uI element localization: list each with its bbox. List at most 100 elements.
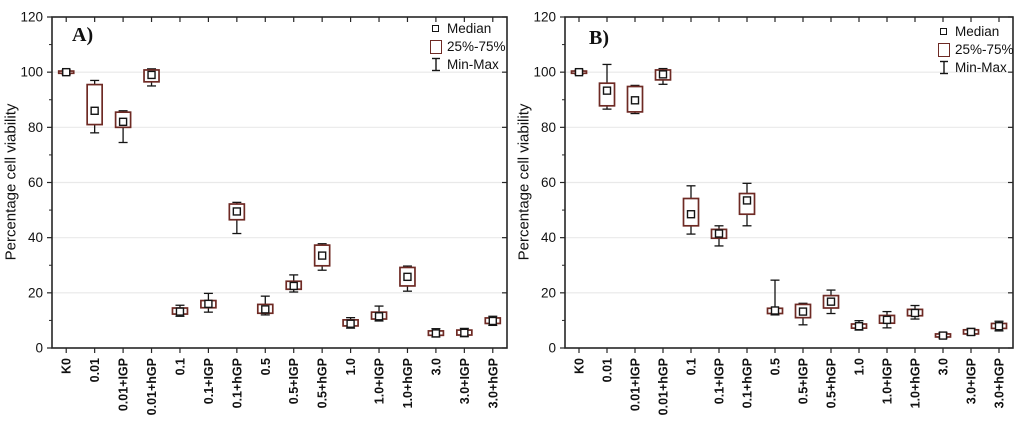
median-marker — [460, 328, 469, 338]
box-group — [934, 331, 952, 340]
box-group — [654, 67, 672, 85]
x-category-label: 0.1 — [173, 358, 187, 375]
legend-item-median: Median — [936, 24, 1014, 39]
median-marker — [994, 322, 1004, 331]
box-group — [342, 317, 359, 329]
box-group — [399, 265, 416, 292]
box-group — [57, 67, 75, 77]
x-category-label: 0.1+IGP — [202, 358, 216, 404]
box-group — [114, 110, 132, 144]
y-tick-label: 20 — [28, 285, 43, 300]
min-max-whisker-icon — [936, 60, 951, 75]
box-group — [143, 68, 160, 87]
legend-item-minmax: Min-Max — [428, 57, 506, 72]
x-category-label: 3.0 — [937, 358, 951, 375]
y-tick-label: 40 — [541, 230, 556, 245]
median-marker — [175, 307, 185, 316]
median-marker — [714, 229, 724, 238]
box-group — [370, 305, 388, 322]
box-group — [906, 304, 924, 320]
x-category-label: 0.1+hGP — [230, 358, 244, 408]
x-category-label: 1.0+IGP — [881, 358, 895, 404]
x-category-label: 0.5+IGP — [797, 358, 811, 404]
legend-a: Median 25%-75% Min-Max — [428, 21, 506, 72]
legend-label: 25%-75% — [955, 42, 1014, 57]
x-category-label: 0.01 — [601, 358, 615, 382]
median-marker — [204, 299, 213, 309]
legend-label: Min-Max — [447, 57, 499, 72]
x-category-label: 1.0+IGP — [373, 358, 387, 404]
median-marker — [62, 67, 71, 77]
box-group — [285, 274, 303, 293]
median-marker — [147, 70, 156, 80]
x-category-label: 0.5+hGP — [825, 358, 839, 408]
x-category-label: 0.1+hGP — [741, 358, 755, 408]
box-group — [455, 327, 473, 338]
x-category-label: 3.0+IGP — [965, 358, 979, 404]
legend-item-iqr: 25%-75% — [428, 39, 506, 54]
median-marker — [798, 307, 808, 316]
y-tick-label: 40 — [28, 230, 43, 245]
legend-label: 25%-75% — [447, 39, 506, 54]
x-category-label: 1.0 — [853, 358, 867, 375]
box-group — [822, 289, 840, 315]
box-group — [313, 243, 331, 271]
x-category-label: 1.0+hGP — [401, 358, 415, 408]
iqr-box-icon — [936, 42, 951, 57]
legend-item-median: Median — [428, 21, 506, 36]
y-axis-title-a: Percentage cell viability — [2, 103, 20, 261]
median-marker — [742, 196, 752, 205]
median-marker — [374, 312, 384, 321]
median-marker — [602, 86, 612, 95]
median-marker — [686, 210, 696, 219]
median-marker — [938, 331, 948, 340]
x-category-label: 0.5 — [769, 358, 783, 375]
y-tick-label: 80 — [541, 120, 556, 135]
median-marker-icon — [936, 28, 951, 35]
y-tick-label: 100 — [20, 65, 43, 80]
y-tick-label: 0 — [548, 341, 556, 356]
median-marker — [118, 117, 128, 127]
y-tick-label: 120 — [20, 10, 43, 25]
median-marker — [630, 96, 640, 105]
legend-label: Min-Max — [955, 60, 1007, 75]
x-category-label: 0.01+hGP — [145, 358, 159, 415]
median-marker — [966, 327, 976, 337]
x-category-label: 0.01+IGP — [629, 358, 643, 411]
boxplot-panel-b: 0 20 40 60 80 100 120 K0 0.01 0.01+IGP 0.01+hGP 0.1… — [533, 10, 1014, 415]
panel-label-b: B) — [589, 27, 609, 49]
x-category-label: 0.01+IGP — [117, 358, 131, 411]
x-category-label: 0.1+IGP — [713, 358, 727, 404]
median-marker — [403, 272, 412, 282]
x-category-label: 3.0+hGP — [486, 358, 500, 408]
x-category-label: 0.5+IGP — [287, 358, 301, 404]
box-group — [86, 79, 104, 134]
legend-label: Median — [447, 21, 492, 36]
y-tick-label: 100 — [533, 65, 556, 80]
median-marker — [261, 305, 270, 314]
x-category-label: 1.0+hGP — [909, 358, 923, 408]
box-group — [710, 225, 728, 247]
median-marker — [658, 70, 668, 79]
panel-label-a: A) — [72, 24, 94, 46]
legend-item-minmax: Min-Max — [936, 60, 1014, 75]
boxplot-panel-a: 0 20 40 60 80 100 120 K0 0.01 0.01+IGP 0.01+hGP 0.1… — [20, 10, 508, 415]
x-category-label: K0 — [60, 358, 74, 374]
median-marker — [854, 322, 864, 331]
x-category-label: 1.0 — [344, 358, 358, 375]
box-group — [200, 292, 217, 313]
median-marker — [232, 207, 242, 216]
legend-label: Median — [955, 24, 1000, 39]
box-group — [682, 185, 700, 235]
x-category-label: 0.5 — [259, 358, 273, 375]
box-group — [990, 320, 1008, 332]
box-group — [794, 302, 812, 326]
median-marker — [488, 316, 497, 326]
x-category-label: 3.0+hGP — [993, 358, 1007, 408]
y-tick-label: 60 — [541, 175, 556, 190]
legend-item-iqr: 25%-75% — [936, 42, 1014, 57]
x-category-label: 0.1 — [685, 358, 699, 375]
y-tick-label: 0 — [35, 341, 43, 356]
x-category-label: K0 — [573, 358, 587, 374]
y-tick-label: 120 — [533, 10, 556, 25]
